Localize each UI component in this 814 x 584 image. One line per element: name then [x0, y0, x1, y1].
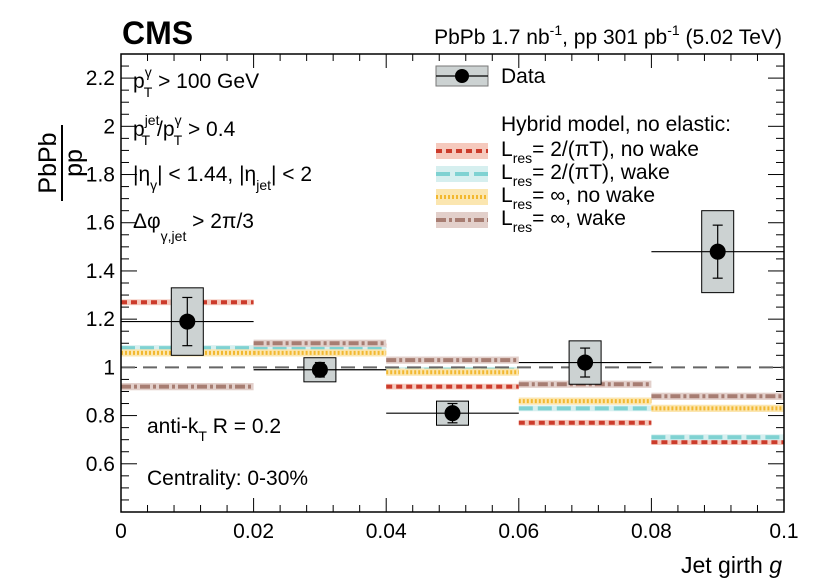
- x-tick-label: 0.02: [233, 520, 274, 543]
- legend-model-label: Lres= ∞, no wake: [501, 184, 655, 212]
- y-tick-label: 2.2: [86, 67, 115, 90]
- x-tick-label: 0.04: [366, 520, 407, 543]
- cut-dphi: Δφγ,jet > 2π/3: [133, 210, 254, 244]
- y-tick-label: 1.8: [86, 164, 115, 187]
- experiment-label: CMS: [122, 15, 193, 51]
- jet-algorithm-label: anti-kT R = 0.2: [147, 415, 281, 444]
- model-band: [386, 368, 519, 376]
- legend: Data Hybrid model, no elastic: Lres= 2/(…: [435, 65, 731, 235]
- x-tick-label: 0.06: [498, 520, 539, 543]
- luminosity-label: PbPb 1.7 nb-1, pp 301 pb-1 (5.02 TeV): [434, 22, 782, 49]
- data-point: [577, 354, 594, 371]
- data-point: [179, 313, 196, 330]
- model-band: [253, 349, 387, 357]
- x-tick-label: 0.1: [769, 520, 798, 543]
- data-point: [709, 243, 726, 260]
- legend-model-label: Lres= ∞, wake: [501, 207, 626, 235]
- centrality-label: Centrality: 0-30%: [147, 467, 308, 490]
- legend-data-marker: [455, 69, 469, 83]
- model-band: [386, 383, 519, 390]
- x-tick-label: 0.08: [631, 520, 672, 543]
- model-band: [651, 439, 784, 445]
- y-axis-title-numerator: PbPb: [34, 132, 62, 193]
- cut-eta: |ηγ| < 1.44, |ηjet| < 2: [133, 163, 312, 193]
- data-point: [311, 361, 328, 378]
- data-series: [121, 210, 784, 426]
- y-tick-label: 2: [103, 115, 115, 138]
- y-tick-label: 1.2: [86, 308, 115, 331]
- model-band: [518, 419, 652, 426]
- legend-model-label: Lres= 2/(πT), no wake: [501, 138, 699, 166]
- model-band: [651, 404, 784, 412]
- y-tick-label: 1.4: [86, 260, 116, 283]
- model-band: [518, 397, 652, 405]
- cut-pt: pγ T > 100 GeV: [133, 64, 259, 100]
- x-tick-label: 0: [115, 520, 127, 543]
- x-axis-title: Jet girth g: [681, 552, 782, 578]
- plot-frame: [120, 53, 785, 513]
- y-tick-label: 0.8: [86, 405, 115, 428]
- data-point: [444, 405, 461, 422]
- legend-model-label: Lres= 2/(πT), wake: [501, 161, 670, 189]
- legend-data-entry: Data: [435, 65, 546, 88]
- legend-data-label: Data: [501, 65, 546, 88]
- y-tick-label: 0.6: [86, 453, 115, 476]
- y-tick-label: 1.6: [86, 212, 115, 235]
- legend-model-header: Hybrid model, no elastic:: [501, 113, 731, 136]
- y-axis-title-denominator: pp: [60, 149, 88, 177]
- y-tick-label: 1: [103, 356, 115, 379]
- y-axis-title: PbPb pp: [34, 125, 88, 201]
- selection-cuts: pγ T > 100 GeV pjet T/pγ T > 0.4 |ηγ| < 1.4…: [133, 64, 312, 490]
- cut-ratio: pjet T/pγ T > 0.4: [133, 112, 236, 148]
